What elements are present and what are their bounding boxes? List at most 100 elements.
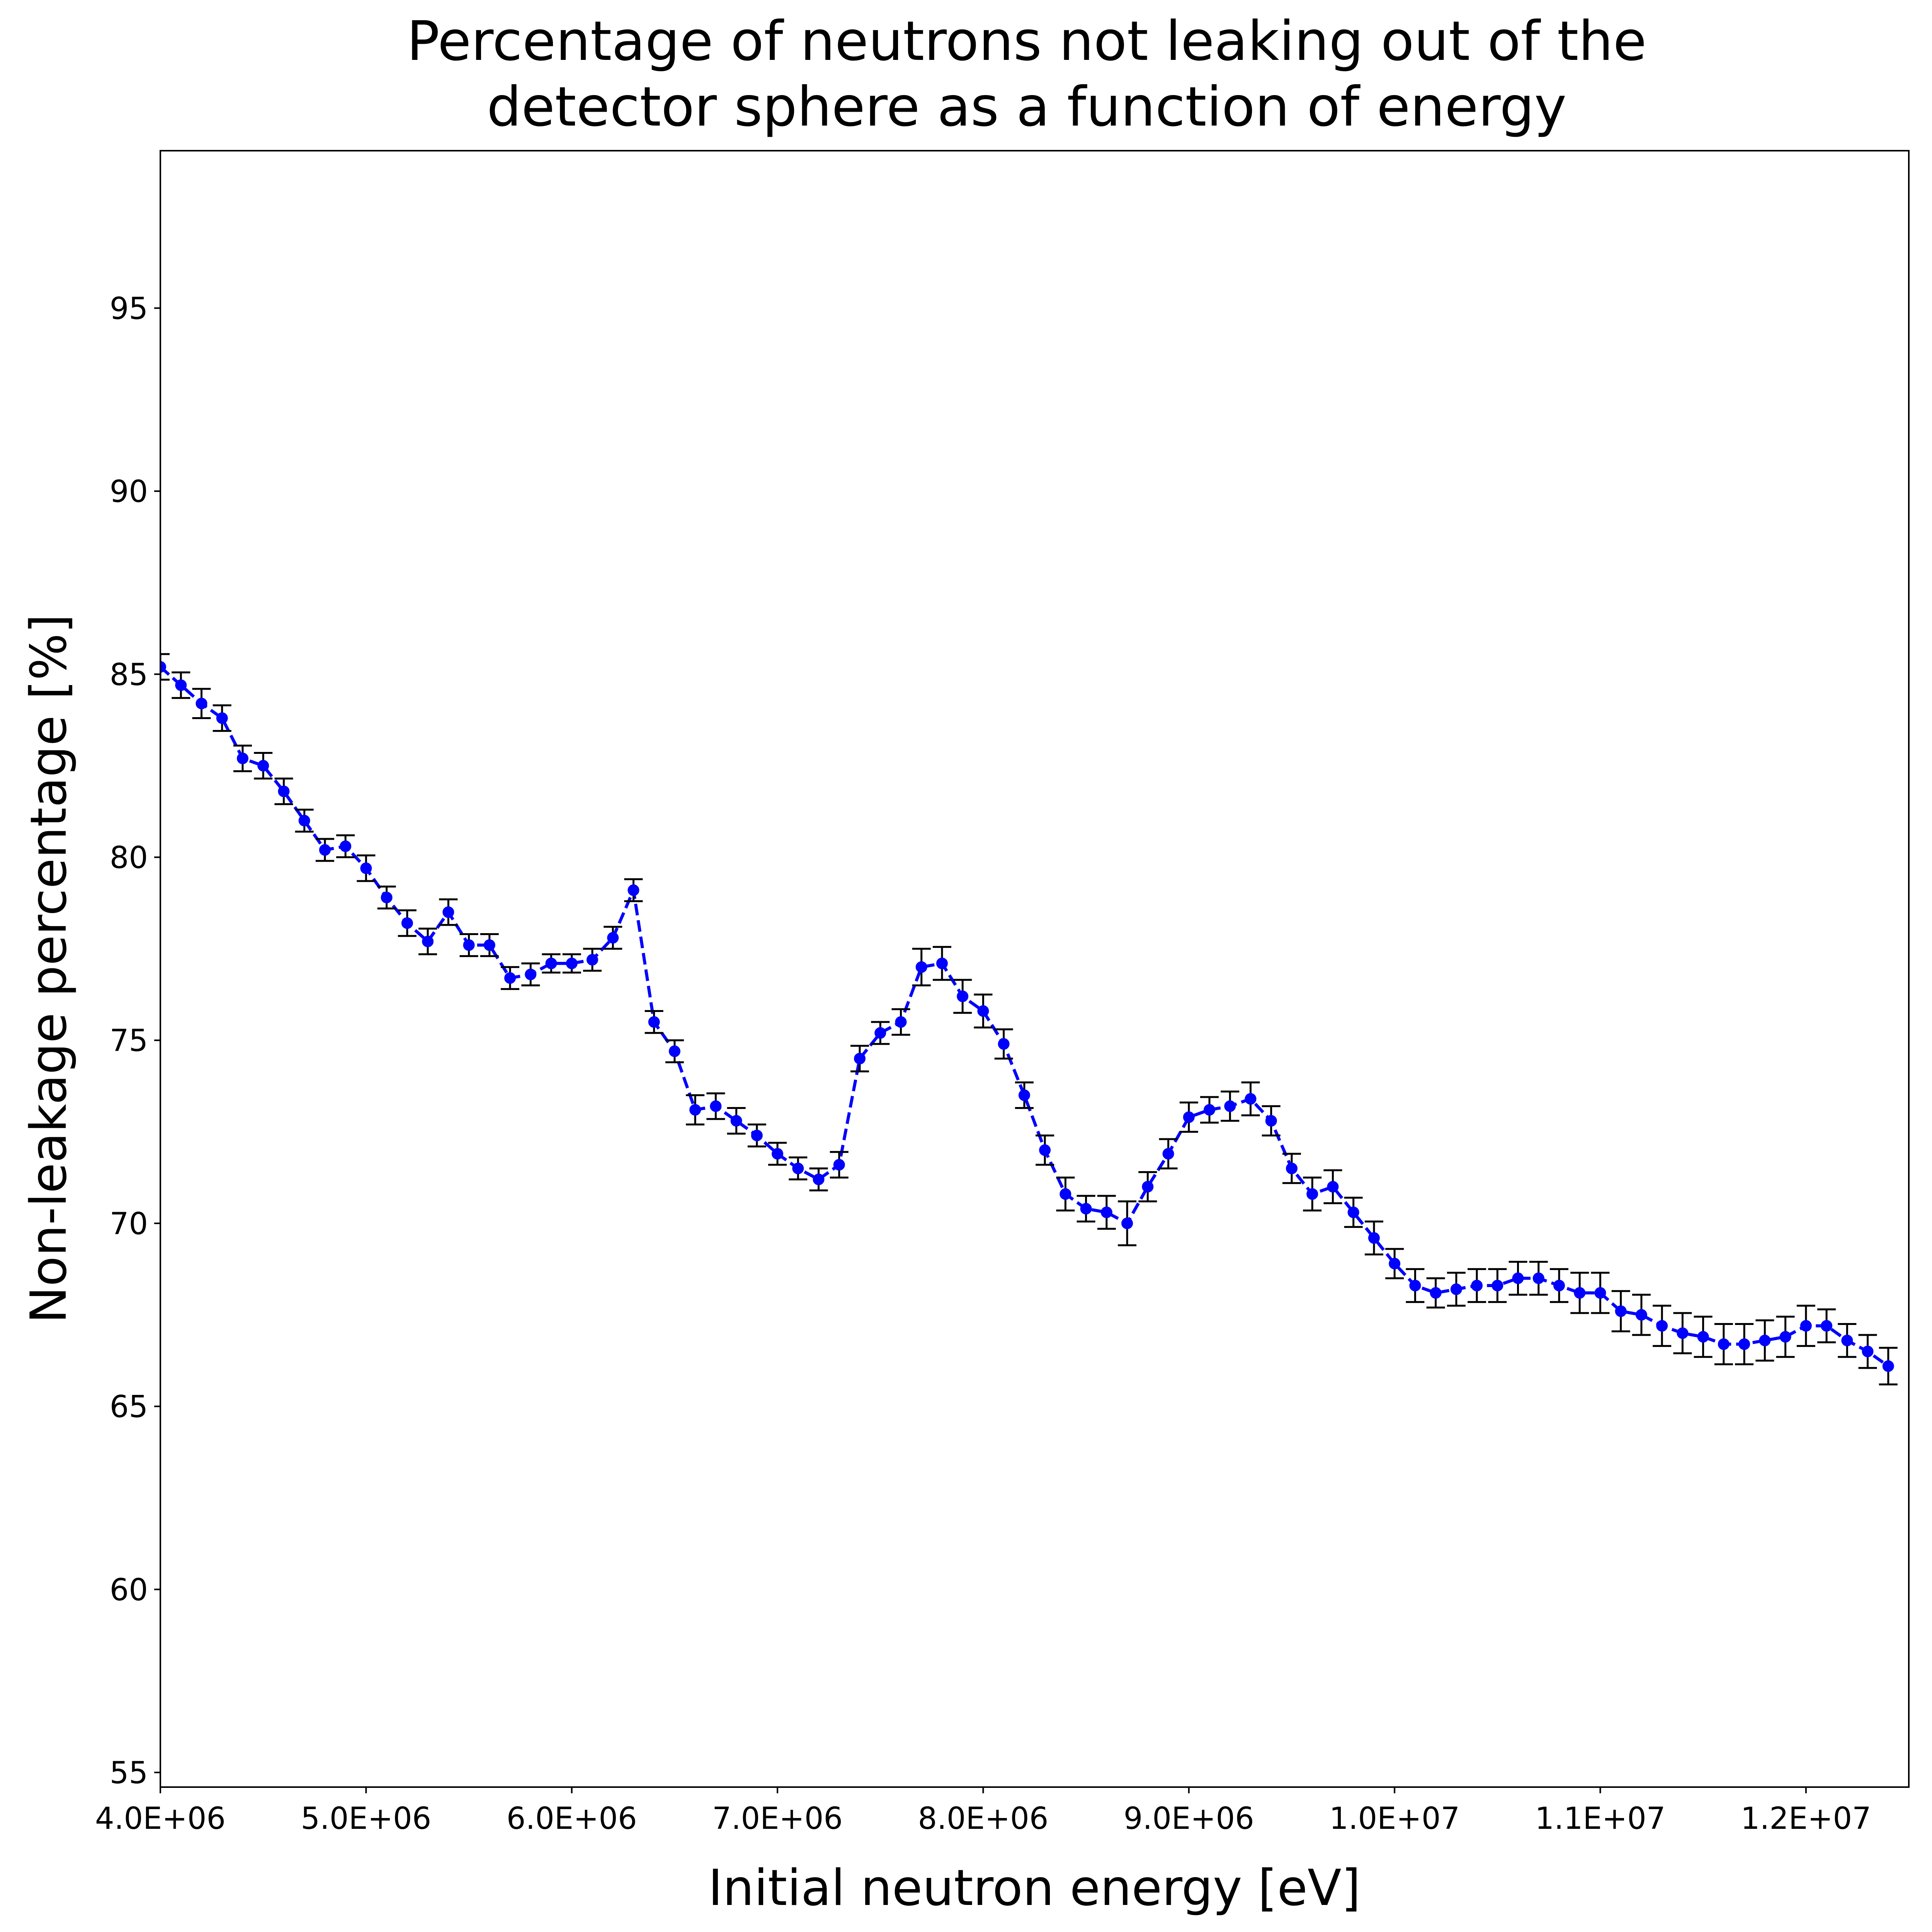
data-point: [1759, 1335, 1771, 1347]
data-point: [607, 932, 619, 944]
x-tick-label: 9.0E+06: [1124, 1801, 1254, 1836]
data-point: [833, 1159, 845, 1171]
data-point: [668, 1045, 680, 1057]
data-point: [381, 891, 393, 903]
y-tick-label: 85: [110, 658, 148, 692]
data-point: [895, 1016, 907, 1028]
data-point: [483, 939, 495, 951]
data-point: [525, 968, 537, 980]
data-point: [566, 957, 578, 969]
y-tick-label: 70: [110, 1207, 148, 1242]
y-tick-label: 95: [110, 291, 148, 326]
data-point: [216, 712, 228, 724]
data-point: [1306, 1188, 1318, 1200]
data-point: [854, 1053, 866, 1065]
data-point: [936, 957, 948, 969]
data-point: [1121, 1217, 1133, 1229]
chart-title-line-2: detector sphere as a function of energy: [487, 75, 1566, 139]
data-point: [1039, 1144, 1051, 1156]
data-point: [278, 785, 290, 797]
data-point: [1265, 1115, 1277, 1127]
x-tick-label: 1.1E+07: [1535, 1801, 1666, 1836]
data-point: [442, 906, 454, 918]
x-tick-label: 8.0E+06: [918, 1801, 1048, 1836]
y-tick-label: 90: [110, 474, 148, 509]
data-point: [319, 844, 331, 856]
data-point: [1841, 1335, 1853, 1347]
data-point: [1100, 1206, 1112, 1218]
x-axis-label: Initial neutron energy [eV]: [708, 1859, 1361, 1917]
data-point: [772, 1148, 784, 1160]
data-point: [915, 961, 927, 973]
x-tick-label: 1.2E+07: [1741, 1801, 1871, 1836]
data-point: [1512, 1272, 1524, 1284]
y-tick-label: 55: [110, 1756, 148, 1791]
data-point: [1738, 1338, 1750, 1350]
data-point: [1224, 1100, 1236, 1112]
data-point: [463, 939, 475, 951]
data-point: [1286, 1162, 1298, 1174]
data-point: [1142, 1181, 1154, 1193]
data-point: [1697, 1331, 1709, 1343]
data-point: [1368, 1232, 1380, 1244]
y-tick-label: 80: [110, 841, 148, 876]
data-point: [1594, 1287, 1606, 1299]
data-point: [1553, 1280, 1565, 1292]
data-point: [401, 917, 413, 929]
data-point: [504, 972, 516, 984]
data-point: [792, 1162, 804, 1174]
data-point: [730, 1115, 742, 1127]
data-point: [751, 1129, 763, 1141]
data-point: [545, 957, 557, 969]
data-point: [1677, 1327, 1689, 1339]
plot-frame: [160, 150, 1910, 1788]
data-point: [1409, 1280, 1421, 1292]
data-point: [1430, 1287, 1442, 1299]
y-tick-label: 65: [110, 1390, 148, 1425]
data-point: [422, 935, 434, 947]
data-point: [360, 862, 372, 874]
x-tick-label: 1.0E+07: [1329, 1801, 1460, 1836]
data-point: [1183, 1111, 1195, 1123]
data-point: [298, 815, 310, 827]
data-point: [1162, 1148, 1174, 1160]
y-axis-label: Non-leakage percentage [%]: [20, 614, 78, 1323]
data-point: [1615, 1305, 1627, 1317]
data-point: [1532, 1272, 1544, 1284]
data-point: [257, 760, 269, 772]
data-point: [1018, 1089, 1030, 1101]
data-point: [1245, 1093, 1257, 1105]
data-point: [977, 1005, 989, 1017]
data-point: [1656, 1320, 1668, 1332]
x-tick-label: 4.0E+06: [95, 1801, 226, 1836]
data-point: [1800, 1320, 1812, 1332]
y-tick-label: 60: [110, 1573, 148, 1607]
y-tick-label: 75: [110, 1024, 148, 1058]
x-tick-label: 5.0E+06: [301, 1801, 431, 1836]
data-point: [1492, 1280, 1503, 1292]
data-point: [1080, 1203, 1092, 1215]
data-point: [998, 1038, 1010, 1050]
data-point: [1882, 1360, 1894, 1372]
data-point: [1327, 1181, 1339, 1193]
data-point: [1204, 1104, 1215, 1116]
data-point: [628, 884, 639, 896]
data-point: [1347, 1206, 1359, 1218]
data-point: [710, 1100, 722, 1112]
data-point: [874, 1027, 886, 1039]
series-group: [160, 653, 1898, 1386]
data-point: [160, 661, 166, 673]
data-point: [689, 1104, 701, 1116]
data-point: [1821, 1320, 1833, 1332]
data-point: [586, 954, 598, 966]
data-point: [1060, 1188, 1071, 1200]
data-point: [236, 752, 248, 764]
data-point: [1574, 1287, 1586, 1299]
data-point: [1779, 1331, 1791, 1343]
data-point: [957, 990, 969, 1002]
x-tick-label: 7.0E+06: [712, 1801, 843, 1836]
plot-area: [160, 653, 1898, 1386]
x-tick-label: 6.0E+06: [507, 1801, 637, 1836]
chart-title-line-1: Percentage of neutrons not leaking out o…: [407, 10, 1647, 73]
